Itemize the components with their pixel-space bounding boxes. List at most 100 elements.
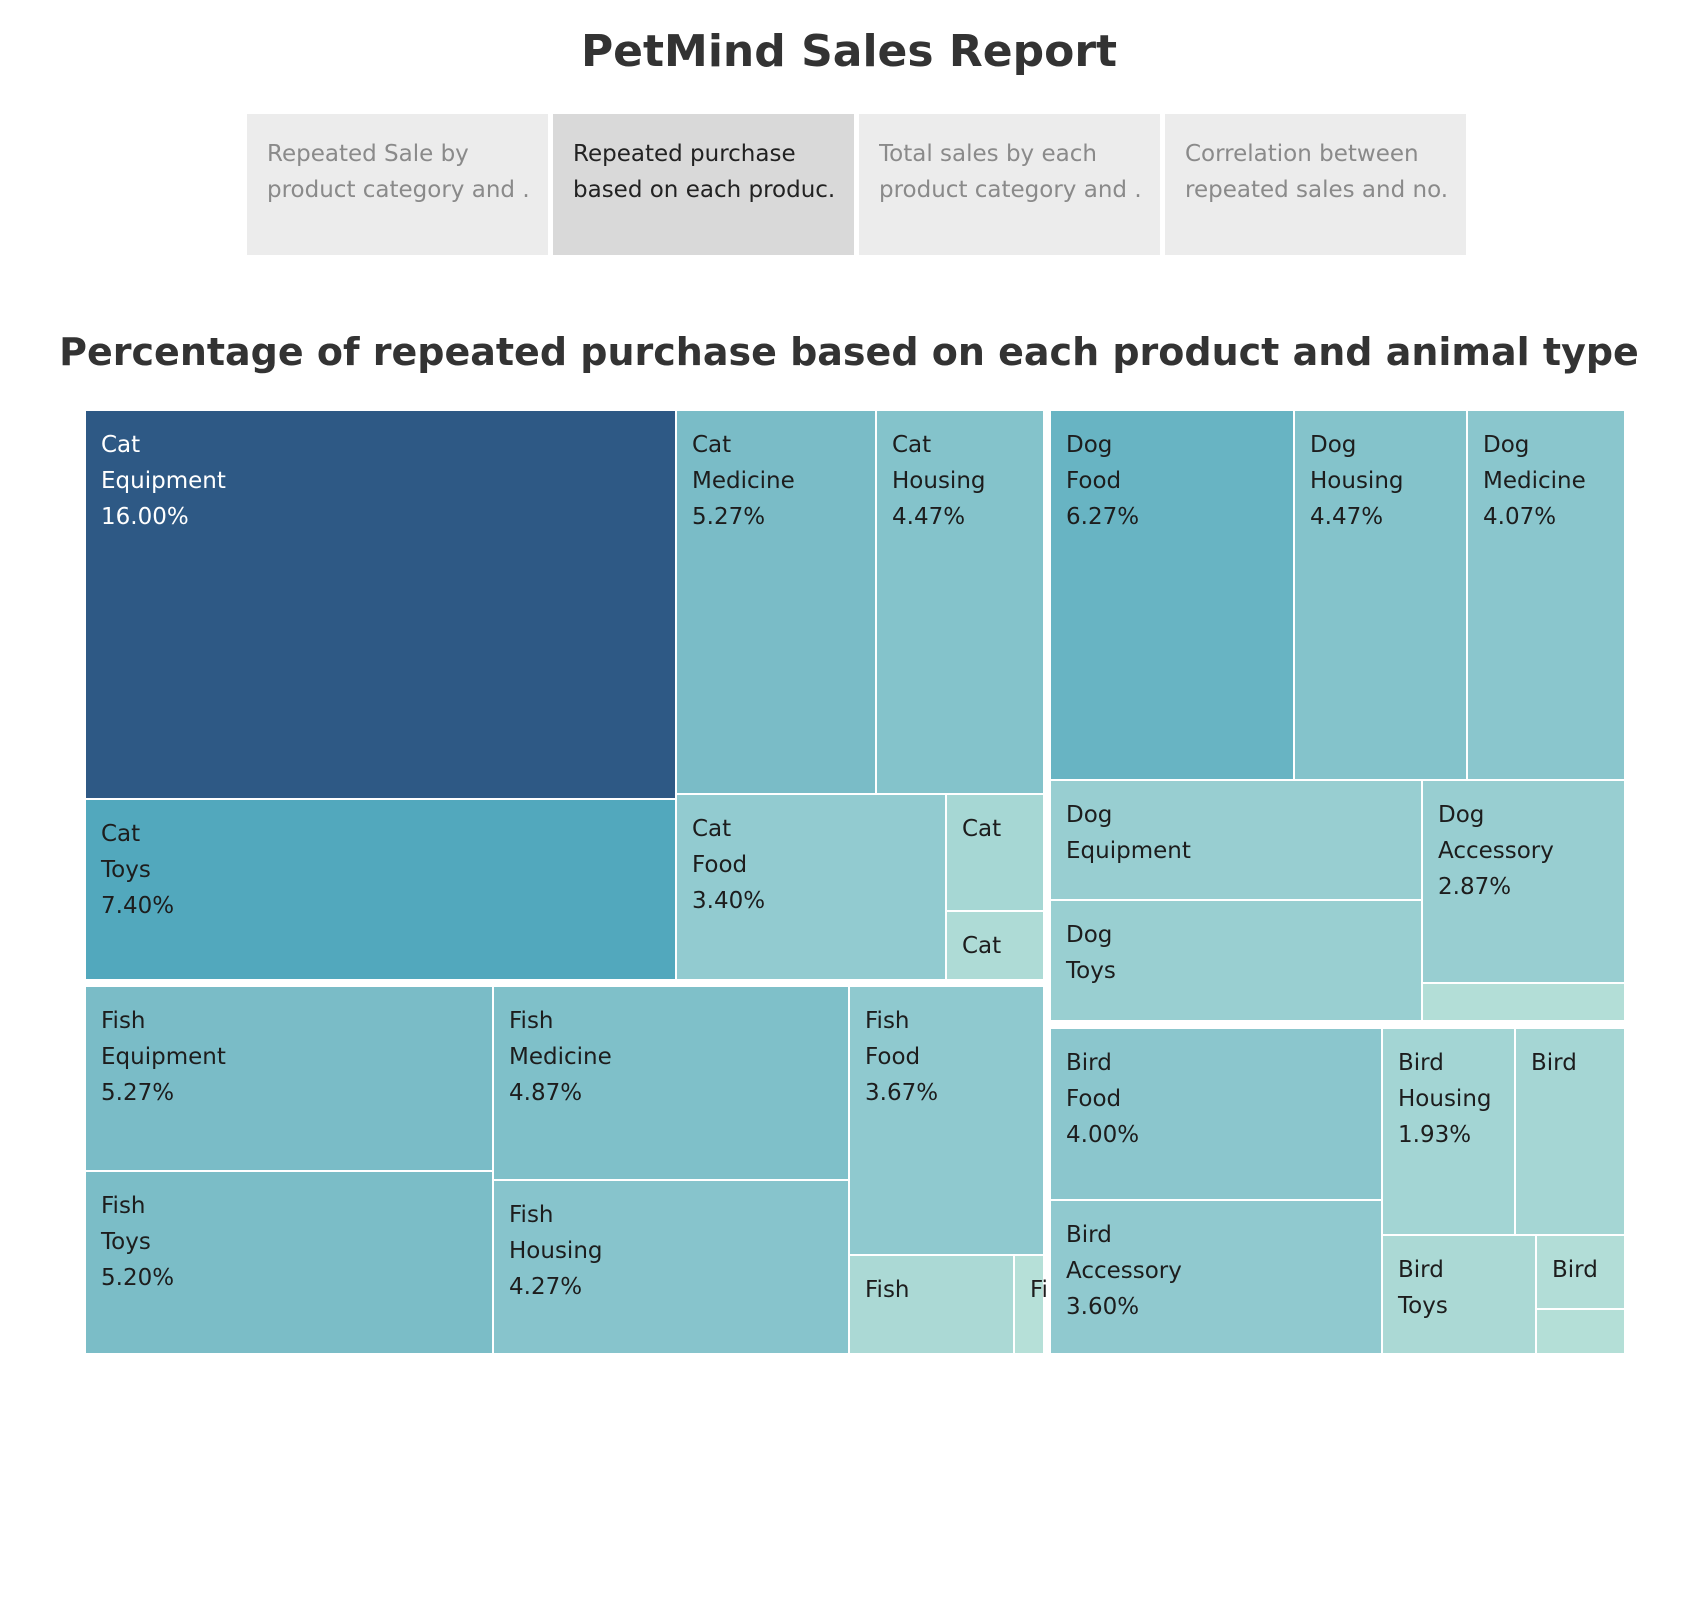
tile-category-label: Food (865, 1044, 920, 1070)
tab-label-line1: Correlation between (1185, 141, 1419, 167)
tile-animal-label: Cat (692, 432, 731, 458)
treemap-tile[interactable] (1421, 982, 1626, 1022)
tile-category-label: Toys (1397, 1293, 1448, 1319)
treemap-tile[interactable]: Fish Housing 4.27% (492, 1179, 850, 1355)
tile-animal-label: Cat (892, 432, 931, 458)
treemap-tile[interactable]: Dog Housing 4.47% (1293, 409, 1468, 781)
tile-category-label: Housing (1310, 468, 1404, 494)
treemap-tile-rect[interactable] (1381, 1234, 1537, 1355)
treemap-tile[interactable]: Cat (945, 910, 1045, 981)
treemap-tile[interactable]: Fish Equipment 5.27% (84, 985, 494, 1172)
treemap-tile-rect[interactable] (1049, 1199, 1383, 1355)
treemap-tile-rect[interactable] (848, 1254, 1015, 1355)
tab-repeated-sale-by-category[interactable]: Repeated Sale by product category and .. (247, 114, 548, 255)
treemap-tile-rect[interactable] (1293, 409, 1468, 781)
treemap-tile[interactable]: Cat Toys 7.40% (84, 798, 677, 981)
treemap-tile-rect[interactable] (84, 798, 677, 981)
treemap-tile-rect[interactable] (1013, 1254, 1045, 1355)
treemap-tile[interactable]: Bird Accessory 3.60% (1049, 1199, 1383, 1355)
treemap-tile[interactable]: Fish Food 3.67% (848, 985, 1045, 1256)
treemap-tile[interactable]: Fish Medicine 4.87% (492, 985, 850, 1181)
tile-category-label: Toys (1065, 958, 1116, 984)
tile-animal-label: Bird (1531, 1050, 1577, 1076)
treemap-tile[interactable] (1535, 1308, 1626, 1355)
treemap-group-bird: Bird Food 4.00% Bird Accessory 3.60% Bird Housi… (1049, 1027, 1626, 1355)
treemap-tile[interactable]: Cat Equipment 16.00% (84, 409, 677, 800)
treemap-group-dog: Dog Food 6.27% Dog Housing 4.47% Dog Medicine 4.… (1049, 409, 1626, 1022)
tile-category-label: Equipment (1066, 838, 1191, 864)
treemap-tile-rect[interactable] (875, 409, 1045, 795)
tile-value-label: 5.27% (692, 504, 765, 530)
treemap-tile-rect[interactable] (1535, 1308, 1626, 1355)
treemap-tile-rect[interactable] (84, 409, 677, 800)
treemap-tile[interactable]: Cat (945, 793, 1045, 912)
treemap-tile-rect[interactable] (1049, 779, 1423, 901)
tile-category-label: Food (1066, 1086, 1121, 1112)
tile-category-label: Equipment (101, 468, 226, 494)
chart-title: Percentage of repeated purchase based on… (59, 330, 1639, 374)
tile-animal-label: Bird (1398, 1050, 1444, 1076)
tab-total-sales-by-category[interactable]: Total sales by each product category and… (859, 114, 1160, 255)
treemap-tile[interactable]: Cat Housing 4.47% (875, 409, 1045, 795)
tile-animal-label: Fish (101, 1193, 146, 1219)
treemap-tile-rect[interactable] (675, 793, 947, 981)
tile-animal-label: Dog (1066, 922, 1112, 948)
treemap-tile-rect[interactable] (1421, 779, 1626, 984)
tab-repeated-purchase-by-product[interactable]: Repeated purchase based on each produc.. (553, 114, 854, 255)
treemap-tile-rect[interactable] (1535, 1234, 1626, 1310)
tile-animal-label: Fish (865, 1277, 910, 1303)
tab-correlation[interactable]: Correlation between repeated sales and n… (1165, 114, 1466, 255)
treemap-tile[interactable]: Bird Toys (1381, 1234, 1537, 1355)
treemap-tile[interactable]: Bird Housing 1.93% (1381, 1027, 1516, 1236)
tile-animal-label: Dog (1310, 432, 1356, 458)
treemap-tile-rect[interactable] (945, 910, 1045, 981)
dashboard-title: PetMind Sales Report (580, 26, 1118, 77)
treemap-tile-rect[interactable] (945, 793, 1045, 912)
treemap-tile[interactable]: Cat Food 3.40% (675, 793, 947, 981)
treemap-tile[interactable]: Fish Toys 5.20% (84, 1170, 494, 1355)
tile-value-label: 4.47% (892, 504, 965, 530)
tab-label-line1: Repeated Sale by (267, 141, 469, 167)
treemap-tile-rect[interactable] (84, 1170, 494, 1355)
tab-label-line2: based on each produc.. (573, 177, 834, 203)
tile-category-label: Food (1066, 468, 1121, 494)
treemap-tile[interactable]: Dog Accessory 2.87% (1421, 779, 1626, 984)
treemap-tile-rect[interactable] (1049, 409, 1295, 781)
treemap-tile-rect[interactable] (1466, 409, 1626, 781)
treemap-tile[interactable]: Dog Toys (1049, 899, 1423, 1022)
treemap-tile[interactable]: Bird (1514, 1027, 1626, 1236)
tile-value-label: 4.07% (1483, 504, 1556, 530)
treemap-tile[interactable]: Cat Medicine 5.27% (675, 409, 877, 795)
treemap-tile[interactable]: Bird (1535, 1234, 1626, 1310)
treemap-tile[interactable]: Fish (848, 1254, 1015, 1355)
treemap-tile-rect[interactable] (84, 985, 494, 1172)
tile-value-label: 7.40% (101, 893, 174, 919)
treemap-tile-rect[interactable] (1049, 899, 1423, 1022)
tile-value-label: 5.20% (101, 1265, 174, 1291)
tile-value-label: 3.60% (1066, 1294, 1139, 1320)
tile-value-label: 2.87% (1438, 874, 1511, 900)
tile-value-label: 1.93% (1398, 1122, 1471, 1148)
tab-label-line2: product category and .. (267, 177, 528, 203)
treemap-tile-rect[interactable] (1381, 1027, 1516, 1236)
tile-value-label: 6.27% (1066, 504, 1139, 530)
treemap-tile-rect[interactable] (492, 985, 850, 1181)
treemap-tile[interactable]: Dog Equipment (1049, 779, 1423, 901)
tile-animal-label: Bird (1398, 1257, 1444, 1283)
tile-animal-label: Dog (1438, 802, 1484, 828)
tile-value-label: 4.27% (509, 1274, 582, 1300)
treemap-tile[interactable]: Dog Food 6.27% (1049, 409, 1295, 781)
tile-category-label: Housing (1398, 1086, 1492, 1112)
tile-animal-label: Cat (692, 816, 731, 842)
treemap-tile-rect[interactable] (848, 985, 1045, 1256)
tile-animal-label: Fish (865, 1008, 910, 1034)
tile-value-label: 4.87% (509, 1080, 582, 1106)
treemap-tile[interactable]: Dog Medicine 4.07% (1466, 409, 1626, 781)
treemap-tile-rect[interactable] (1514, 1027, 1626, 1236)
treemap-tile-rect[interactable] (492, 1179, 850, 1355)
tile-category-label: Accessory (1066, 1258, 1182, 1284)
treemap-group-fish: Fish Equipment 5.27% Fish Toys 5.20% Fish Medic… (84, 985, 1075, 1355)
treemap-tile[interactable]: Bird Food 4.00% (1049, 1027, 1383, 1201)
treemap-tile-rect[interactable] (1421, 982, 1626, 1022)
